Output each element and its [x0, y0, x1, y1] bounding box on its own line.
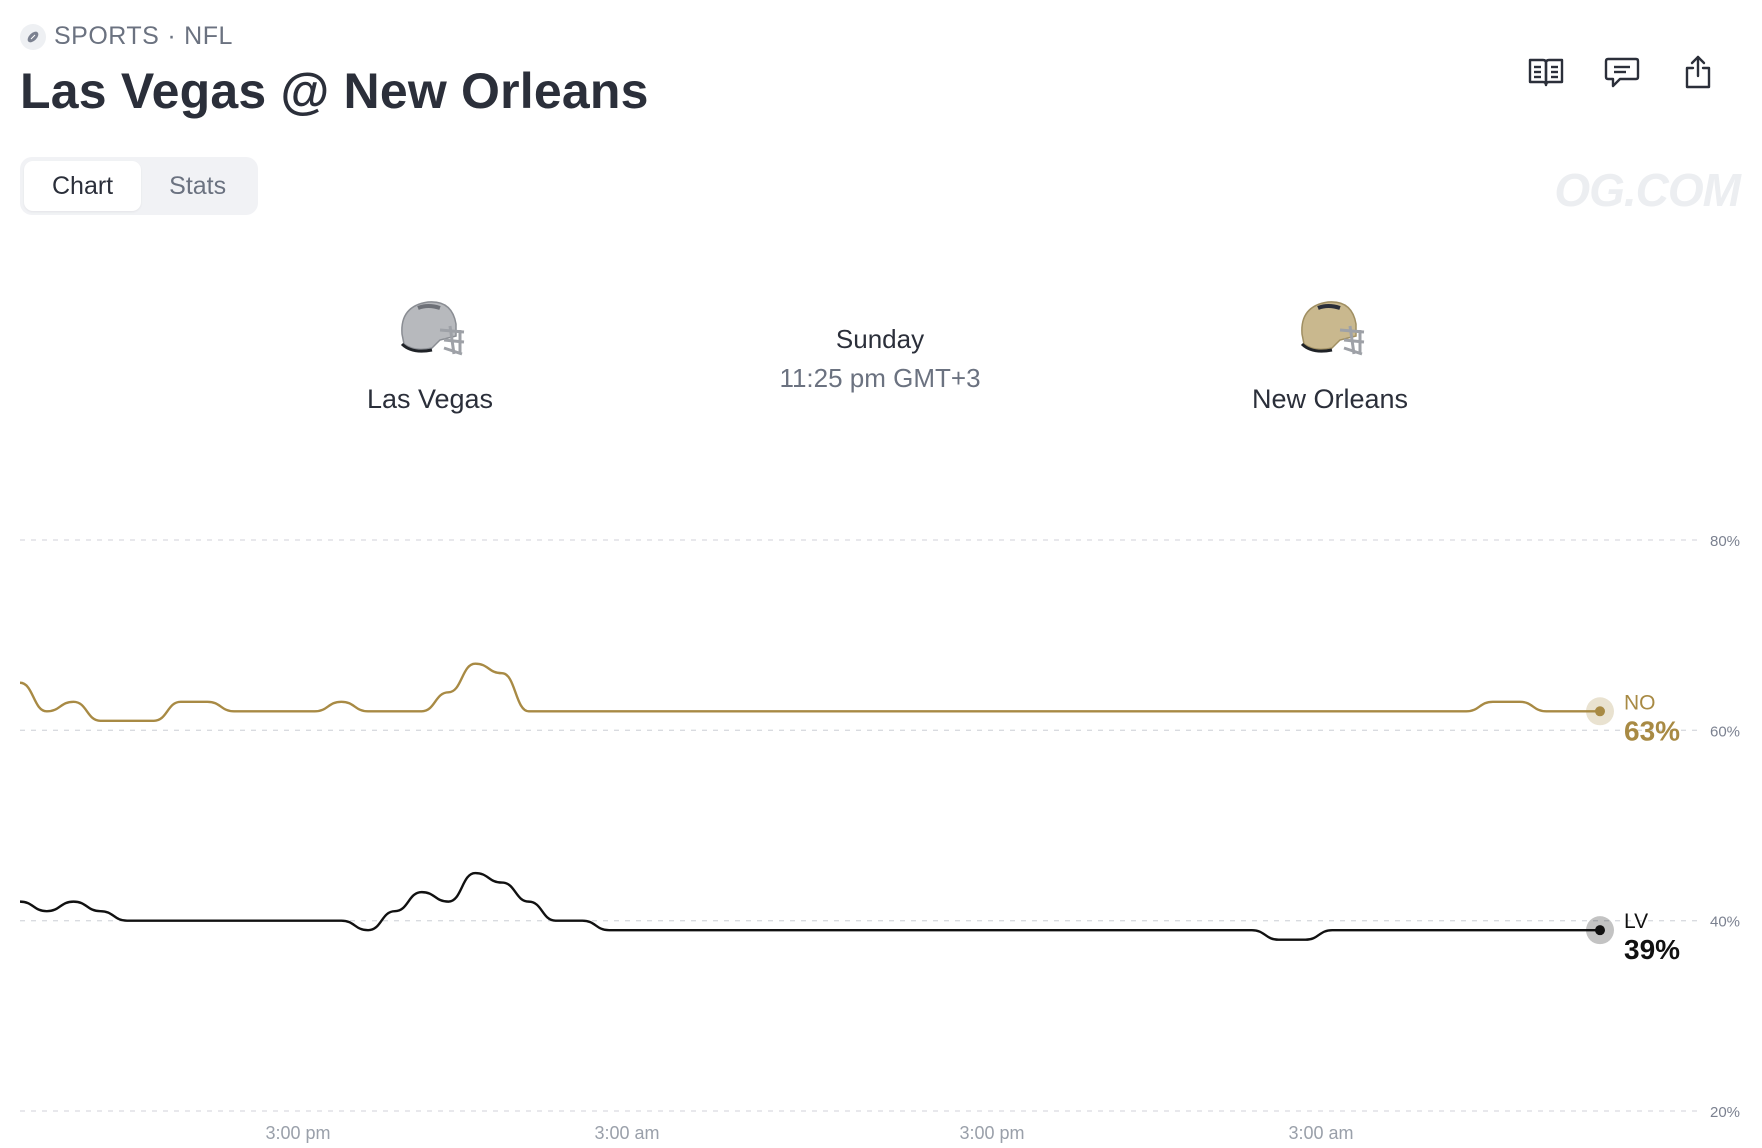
football-icon: [20, 23, 46, 50]
series-end-dot-lv[interactable]: [1595, 925, 1605, 936]
las-vegas-name: Las Vegas: [366, 384, 494, 414]
y-tick-label: 80%: [1710, 533, 1740, 550]
page-title: Las Vegas @ New Orleans: [20, 63, 649, 119]
series-name-label: LV: [1624, 910, 1648, 933]
x-tick-label: 3:00 am: [594, 1123, 659, 1143]
share-icon[interactable]: [1678, 52, 1718, 92]
x-tick-label: 3:00 pm: [265, 1123, 330, 1143]
home-team[interactable]: New Orleans: [1200, 296, 1460, 415]
series-value-label: 63%: [1624, 715, 1680, 746]
y-tick-label: 40%: [1710, 914, 1740, 931]
breadcrumb-separator: ·: [167, 22, 177, 50]
view-tabs: Chart Stats: [20, 157, 259, 215]
watermark: OG.COM: [1554, 164, 1741, 216]
tab-stats[interactable]: Stats: [169, 171, 227, 200]
x-tick-label: 3:00 pm: [959, 1123, 1024, 1143]
las-vegas-helmet-icon: [400, 301, 465, 356]
series-line-no[interactable]: [19, 662, 1600, 723]
series-value-label: 39%: [1624, 934, 1680, 965]
breadcrumb-section[interactable]: SPORTS: [54, 22, 160, 50]
away-team[interactable]: Las Vegas: [300, 296, 560, 415]
game-time: Sunday 11:25 pm GMT+3: [730, 324, 1030, 394]
y-tick-label: 20%: [1710, 1104, 1740, 1121]
comment-icon[interactable]: [1602, 52, 1642, 92]
x-tick-label: 3:00 am: [1288, 1123, 1353, 1143]
game-day: Sunday: [835, 324, 925, 354]
new-orleans-helmet-icon: [1300, 301, 1365, 356]
probability-chart[interactable]: 80% 60% 40% 20% 3:00 pm 3:00 am 3:00 pm 3:00 am…: [0, 500, 1762, 1148]
y-tick-label: 60%: [1710, 723, 1740, 740]
game-clock: 11:25 pm GMT+3: [779, 363, 981, 393]
breadcrumb-league[interactable]: NFL: [184, 22, 233, 50]
breadcrumb: SPORTS · NFL: [20, 22, 233, 51]
tab-chart[interactable]: Chart: [24, 161, 142, 211]
series-line-lv[interactable]: [19, 871, 1600, 941]
series-end-dot-no[interactable]: [1595, 706, 1605, 717]
rules-book-icon[interactable]: [1526, 52, 1566, 92]
toolbar: [1526, 52, 1718, 92]
new-orleans-name: New Orleans: [1251, 384, 1409, 414]
series-name-label: NO: [1624, 691, 1656, 714]
